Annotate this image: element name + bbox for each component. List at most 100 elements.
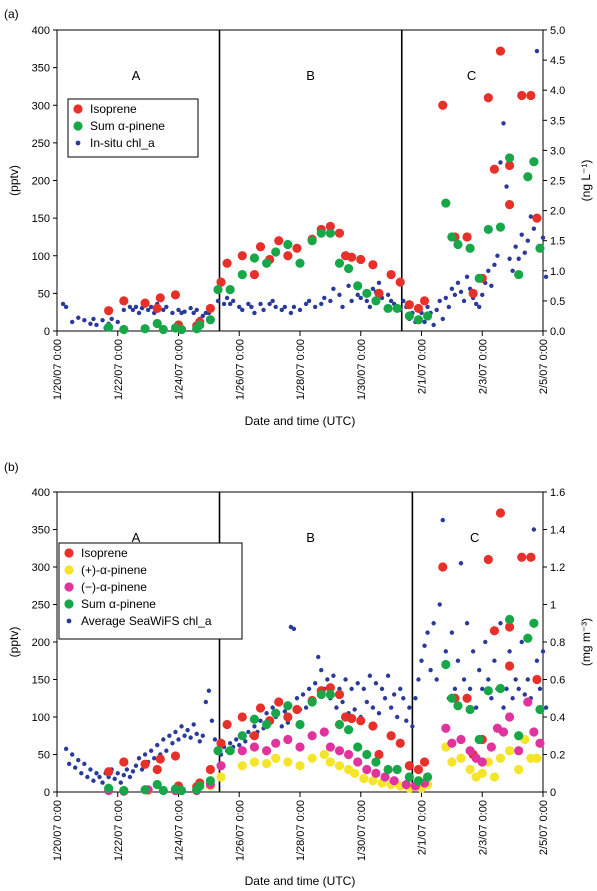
data-point	[246, 301, 251, 307]
data-point	[82, 317, 87, 323]
data-point	[480, 292, 485, 298]
y2-tick-label: 3.5	[550, 115, 565, 127]
data-point	[371, 296, 381, 306]
data-point	[213, 285, 223, 295]
data-point	[294, 696, 300, 701]
data-point	[325, 689, 335, 700]
y2-tick-label: 5.0	[550, 25, 565, 37]
data-point	[495, 222, 506, 232]
data-point	[104, 783, 114, 793]
data-point	[237, 304, 242, 310]
data-point	[164, 304, 169, 310]
data-point	[388, 705, 394, 710]
data-point	[337, 292, 342, 298]
data-point	[514, 764, 524, 775]
data-point	[489, 164, 499, 174]
data-point	[483, 686, 493, 696]
y2-tick-label: 3.0	[550, 145, 565, 157]
series-1	[104, 508, 542, 792]
y-tick-label: 400	[32, 487, 50, 499]
data-point	[255, 703, 266, 713]
data-point	[368, 776, 378, 786]
data-point	[216, 738, 226, 748]
data-point	[422, 643, 427, 648]
data-point	[271, 247, 281, 257]
data-point	[119, 785, 129, 796]
data-point	[449, 630, 455, 635]
legend-marker	[64, 565, 74, 575]
data-point	[440, 316, 445, 322]
data-point	[464, 274, 470, 280]
data-point	[473, 705, 479, 710]
data-point	[461, 298, 467, 304]
data-point	[353, 742, 363, 752]
data-point	[119, 324, 129, 335]
data-point	[447, 693, 457, 703]
data-point	[441, 723, 451, 733]
series-3	[104, 697, 545, 796]
data-point	[370, 705, 376, 710]
data-point	[283, 712, 293, 722]
data-point	[355, 292, 360, 298]
data-point	[104, 322, 114, 332]
data-point	[155, 742, 160, 748]
data-point	[486, 742, 496, 752]
data-point	[362, 749, 372, 760]
x-tick-label: 1/28/07 0:00	[295, 339, 307, 400]
x-tick-label: 2/5/07 0:00	[538, 800, 550, 855]
data-point	[319, 667, 324, 673]
data-point	[222, 258, 232, 268]
data-point	[140, 324, 150, 334]
data-point	[456, 734, 466, 745]
data-point	[504, 153, 515, 163]
data-point	[467, 686, 473, 692]
data-point	[325, 228, 335, 238]
data-point	[119, 296, 129, 306]
data-point	[522, 250, 527, 255]
data-point	[456, 753, 466, 763]
legend-marker	[73, 104, 83, 114]
data-point	[373, 681, 379, 686]
data-point	[504, 622, 515, 632]
data-point	[535, 243, 545, 253]
data-point	[212, 737, 218, 742]
data-point	[514, 746, 524, 756]
data-point	[523, 172, 533, 182]
data-point	[140, 759, 150, 769]
data-point	[353, 281, 363, 291]
data-point	[358, 295, 363, 301]
data-point	[477, 304, 482, 310]
data-point	[100, 780, 105, 785]
data-point	[267, 301, 272, 307]
data-point	[303, 301, 309, 307]
data-point	[130, 769, 136, 774]
x-tick-label: 2/5/07 0:00	[538, 339, 550, 394]
data-point	[504, 184, 509, 189]
data-point	[504, 199, 515, 210]
data-point	[462, 232, 472, 242]
data-point	[270, 705, 275, 710]
data-point	[462, 693, 472, 703]
data-point	[94, 771, 99, 776]
data-point	[249, 253, 260, 263]
data-point	[325, 683, 335, 693]
data-point	[395, 714, 400, 720]
data-point	[347, 252, 357, 262]
data-point	[292, 704, 302, 715]
data-point	[489, 772, 499, 782]
y2-tick-label: 1.6	[550, 487, 565, 499]
data-point	[386, 731, 396, 741]
data-point	[529, 618, 539, 628]
data-point	[312, 304, 318, 310]
data-point	[322, 295, 327, 301]
data-point	[158, 324, 168, 335]
data-point	[161, 307, 166, 313]
data-point	[167, 733, 172, 738]
x-tick-label: 1/20/07 0:00	[52, 339, 64, 400]
data-point	[404, 300, 414, 310]
data-point	[282, 304, 288, 310]
data-point	[356, 254, 366, 265]
data-point	[504, 661, 515, 671]
data-point	[525, 238, 531, 243]
